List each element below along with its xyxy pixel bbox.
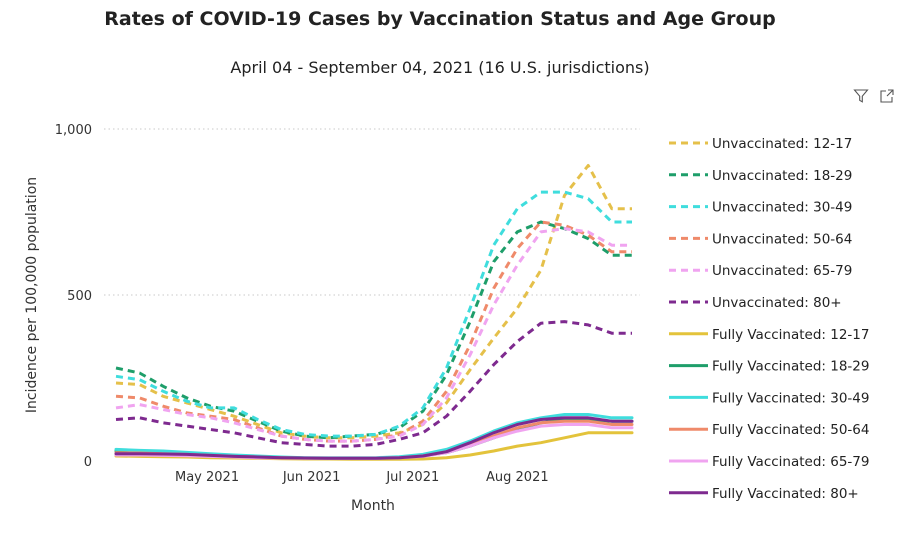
legend-item[interactable]: Unvaccinated: 65-79 (669, 263, 852, 279)
visual-toolbar (853, 88, 895, 104)
legend-label: Unvaccinated: 12-17 (712, 136, 852, 152)
y-axis-ticks: 0 500 1,000 (55, 123, 92, 470)
y-tick-label: 500 (67, 289, 92, 304)
series-line (115, 220, 632, 440)
legend-label: Fully Vaccinated: 50-64 (712, 422, 870, 438)
legend-item[interactable]: Unvaccinated: 80+ (669, 295, 842, 311)
legend-item[interactable]: Fully Vaccinated: 12-17 (669, 327, 870, 343)
focus-mode-icon[interactable] (879, 88, 895, 104)
legend-item[interactable]: Fully Vaccinated: 30-49 (669, 390, 870, 406)
x-tick-label: May 2021 (175, 470, 239, 485)
legend-item[interactable]: Unvaccinated: 18-29 (669, 168, 852, 184)
legend-label: Unvaccinated: 65-79 (712, 263, 852, 279)
filter-icon[interactable] (853, 88, 869, 104)
legend-item[interactable]: Unvaccinated: 50-64 (669, 231, 852, 247)
y-axis-label: Incidence per 100,000 population (24, 177, 40, 413)
legend-item[interactable]: Fully Vaccinated: 65-79 (669, 454, 870, 470)
x-tick-label: Aug 2021 (486, 470, 549, 485)
series-line (115, 164, 632, 440)
x-axis-ticks: May 2021 Jun 2021 Jul 2021 Aug 2021 (175, 470, 549, 485)
legend-item[interactable]: Unvaccinated: 12-17 (669, 136, 852, 152)
x-tick-label: Jun 2021 (282, 470, 341, 485)
chart-title: Rates of COVID-19 Cases by Vaccination S… (104, 8, 776, 30)
legend-item[interactable]: Fully Vaccinated: 50-64 (669, 422, 870, 438)
legend-label: Fully Vaccinated: 65-79 (712, 454, 870, 470)
y-tick-label: 1,000 (55, 123, 92, 138)
series-line (115, 227, 632, 443)
gridlines (104, 128, 640, 296)
series-line (115, 320, 632, 448)
legend: Unvaccinated: 12-17 Unvaccinated: 18-29 Un… (669, 136, 870, 502)
legend-item[interactable]: Fully Vaccinated: 80+ (669, 486, 859, 502)
x-axis-label: Month (351, 498, 395, 514)
series-line (114, 416, 634, 460)
legend-label: Fully Vaccinated: 80+ (712, 486, 859, 502)
chart-subtitle: April 04 - September 04, 2021 (16 U.S. j… (230, 58, 650, 77)
legend-label: Unvaccinated: 18-29 (712, 168, 852, 184)
y-tick-label: 0 (84, 455, 92, 470)
legend-label: Unvaccinated: 30-49 (712, 200, 852, 216)
series-line (115, 220, 632, 443)
legend-item[interactable]: Unvaccinated: 30-49 (669, 200, 852, 216)
legend-label: Fully Vaccinated: 12-17 (712, 327, 870, 343)
legend-label: Fully Vaccinated: 30-49 (712, 390, 870, 406)
legend-item[interactable]: Fully Vaccinated: 18-29 (669, 359, 870, 375)
series-lines (114, 164, 634, 461)
legend-label: Unvaccinated: 50-64 (712, 231, 852, 247)
legend-label: Fully Vaccinated: 18-29 (712, 359, 870, 375)
x-tick-label: Jul 2021 (385, 470, 439, 485)
legend-label: Unvaccinated: 80+ (712, 295, 842, 311)
series-line (115, 190, 632, 438)
